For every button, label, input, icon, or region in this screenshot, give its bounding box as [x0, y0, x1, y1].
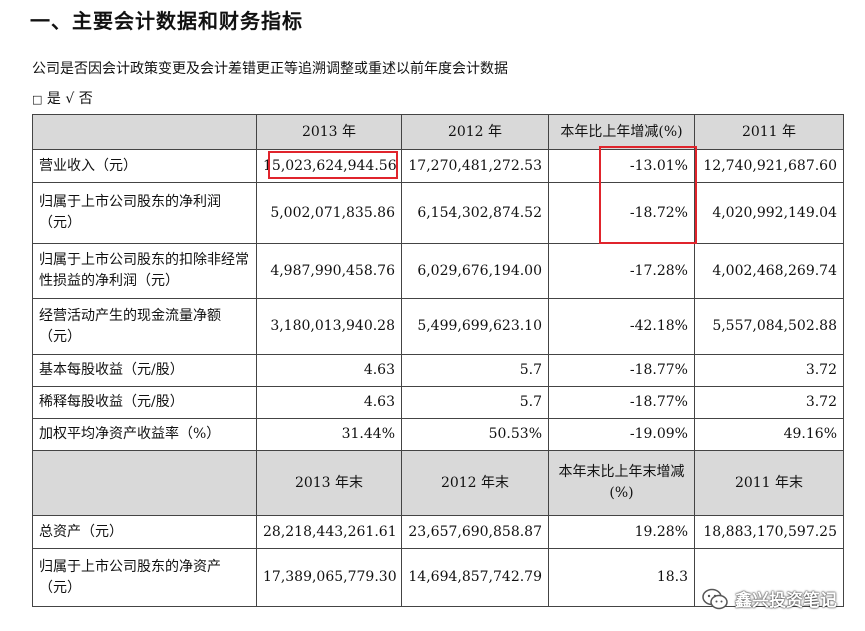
- row-label: 归属于上市公司股东的净资产（元）: [32, 548, 257, 607]
- header-2011: 2011 年: [694, 114, 844, 150]
- header-2011-end: 2011 年末: [694, 450, 844, 516]
- table-subheader-row: 2013 年末 2012 年末 本年末比上年末增减(%) 2011 年末: [32, 450, 844, 516]
- table-row: 归属于上市公司股东的净利润（元） 5,002,071,835.86 6,154,…: [32, 182, 844, 244]
- value-2013: 4.63: [256, 354, 402, 387]
- header-2012-end: 2012 年末: [401, 450, 549, 516]
- option-yes: 是: [46, 91, 61, 107]
- header-change: 本年比上年增减(%): [548, 114, 695, 150]
- watermark-text: 鑫兴投资笔记: [735, 591, 837, 611]
- row-label: 稀释每股收益（元/股）: [32, 386, 257, 419]
- highlight-box-change-column: [599, 146, 697, 244]
- table-header-row: 2013 年 2012 年 本年比上年增减(%) 2011 年: [32, 114, 844, 150]
- value-change: 18.3: [548, 548, 695, 607]
- value-2012: 23,657,690,858.87: [401, 515, 549, 549]
- option-no: 否: [78, 91, 93, 107]
- value-change: -18.77%: [548, 354, 695, 387]
- restatement-question: 公司是否因会计政策变更及会计差错更正等追溯调整或重述以前年度会计数据: [32, 61, 508, 77]
- value-2012: 6,154,302,874.52: [401, 182, 549, 244]
- table-row: 加权平均净资产收益率（%） 31.44% 50.53% -19.09% 49.1…: [32, 418, 844, 451]
- value-2012: 5.7: [401, 354, 549, 387]
- table-row: 经营活动产生的现金流量净额（元） 3,180,013,940.28 5,499,…: [32, 298, 844, 355]
- value-change: -13.01%: [548, 149, 695, 183]
- value-change: 19.28%: [548, 515, 695, 549]
- value-2011: 4,020,992,149.04: [694, 182, 844, 244]
- value-2013: 5,002,071,835.86: [256, 182, 402, 244]
- header-2013-end: 2013 年末: [256, 450, 402, 516]
- section-title: 一、主要会计数据和财务指标: [30, 9, 303, 33]
- header-blank-cell: [32, 114, 257, 150]
- row-label: 总资产（元）: [32, 515, 257, 549]
- unchecked-box-icon: □: [32, 93, 43, 106]
- value-2012: 14,694,857,742.79: [401, 548, 549, 607]
- restatement-options: □ 是 √ 否: [32, 88, 93, 108]
- value-2012: 5,499,699,623.10: [401, 298, 549, 355]
- row-label: 经营活动产生的现金流量净额（元）: [32, 298, 257, 355]
- table-row: 稀释每股收益（元/股） 4.63 5.7 -18.77% 3.72: [32, 386, 844, 419]
- header-2013: 2013 年: [256, 114, 402, 150]
- value-change: -42.18%: [548, 298, 695, 355]
- highlight-box-revenue-2013: [268, 151, 398, 179]
- table-row: 归属于上市公司股东的净资产（元） 17,389,065,779.30 14,69…: [32, 548, 844, 607]
- table-row: 归属于上市公司股东的扣除非经常性损益的净利润（元） 4,987,990,458.…: [32, 243, 844, 299]
- table-row: 总资产（元） 28,218,443,261.61 23,657,690,858.…: [32, 515, 844, 549]
- row-label: 归属于上市公司股东的净利润（元）: [32, 182, 257, 244]
- header-2012: 2012 年: [401, 114, 549, 150]
- value-2013: 31.44%: [256, 418, 402, 451]
- wechat-icon: [702, 588, 728, 609]
- value-2011: 3.72: [694, 386, 844, 419]
- value-2011: 18,883,170,597.25: [694, 515, 844, 549]
- value-2012: 50.53%: [401, 418, 549, 451]
- value-2013: 4,987,990,458.76: [256, 243, 402, 299]
- value-2012: 5.7: [401, 386, 549, 419]
- value-2011: 5,557,084,502.88: [694, 298, 844, 355]
- value-2013: 4.63: [256, 386, 402, 419]
- table-row: 基本每股收益（元/股） 4.63 5.7 -18.77% 3.72: [32, 354, 844, 387]
- watermark: 鑫兴投资笔记: [701, 586, 837, 611]
- value-change: -18.77%: [548, 386, 695, 419]
- row-label: 归属于上市公司股东的扣除非经常性损益的净利润（元）: [32, 243, 257, 299]
- table-row: 营业收入（元） 15,023,624,944.56 17,270,481,272…: [32, 149, 844, 183]
- value-2013: 28,218,443,261.61: [256, 515, 402, 549]
- value-2011: 3.72: [694, 354, 844, 387]
- financial-data-table: 2013 年 2012 年 本年比上年增减(%) 2011 年 营业收入（元） …: [32, 114, 844, 607]
- value-2012: 17,270,481,272.53: [401, 149, 549, 183]
- value-2011: 4,002,468,269.74: [694, 243, 844, 299]
- value-2013: 3,180,013,940.28: [256, 298, 402, 355]
- row-label: 基本每股收益（元/股）: [32, 354, 257, 387]
- value-change: -17.28%: [548, 243, 695, 299]
- value-2013: 17,389,065,779.30: [256, 548, 402, 607]
- value-change: -19.09%: [548, 418, 695, 451]
- check-mark-icon: √: [65, 91, 75, 107]
- value-2011: 49.16%: [694, 418, 844, 451]
- row-label: 加权平均净资产收益率（%）: [32, 418, 257, 451]
- header-blank-cell: [32, 450, 257, 516]
- value-2011: 12,740,921,687.60: [694, 149, 844, 183]
- value-2012: 6,029,676,194.00: [401, 243, 549, 299]
- header-change-end: 本年末比上年末增减(%): [548, 450, 695, 516]
- row-label: 营业收入（元）: [32, 149, 257, 183]
